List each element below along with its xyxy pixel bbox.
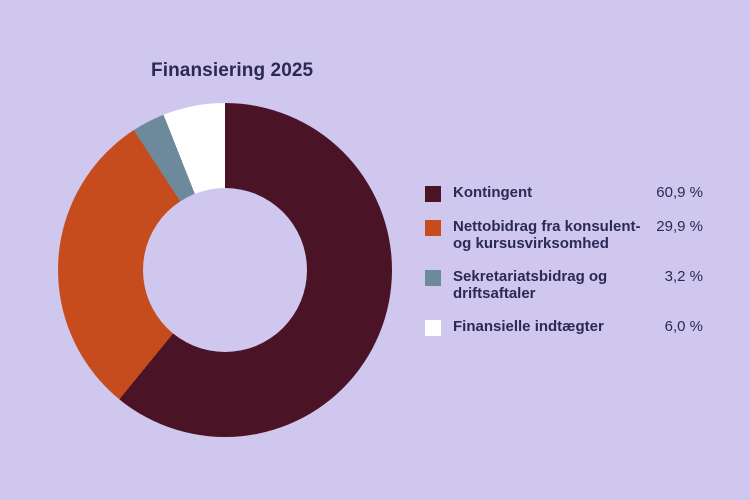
legend-value: 3,2 % <box>664 268 703 285</box>
legend-label: Kontingent <box>453 184 533 201</box>
legend-swatch <box>425 270 441 286</box>
legend-swatch <box>425 220 441 236</box>
legend-item-finansielle: Finansielle indtægter 6,0 % <box>425 318 703 336</box>
legend-item-kontingent: Kontingent 60,9 % <box>425 184 703 202</box>
legend-value: 6,0 % <box>664 318 703 335</box>
legend-swatch <box>425 186 441 202</box>
legend-value: 29,9 % <box>656 218 703 235</box>
legend-item-nettobidrag: Nettobidrag fra konsulent- og kursusvirk… <box>425 218 703 252</box>
legend-item-sekretariatsbidrag: Sekretariatsbidrag og driftsaftaler 3,2 … <box>425 268 703 302</box>
donut-hole <box>143 188 307 352</box>
legend-label: Finansielle indtægter <box>453 318 604 335</box>
donut-chart <box>58 103 392 437</box>
legend-swatch <box>425 320 441 336</box>
legend-label: Nettobidrag fra konsulent- og kursusvirk… <box>453 218 641 252</box>
legend-label: Sekretariatsbidrag og driftsaftaler <box>453 268 608 302</box>
legend-value: 60,9 % <box>656 184 703 201</box>
chart-legend: Kontingent 60,9 % Nettobidrag fra konsul… <box>425 184 703 336</box>
chart-title: Finansiering 2025 <box>151 60 314 81</box>
